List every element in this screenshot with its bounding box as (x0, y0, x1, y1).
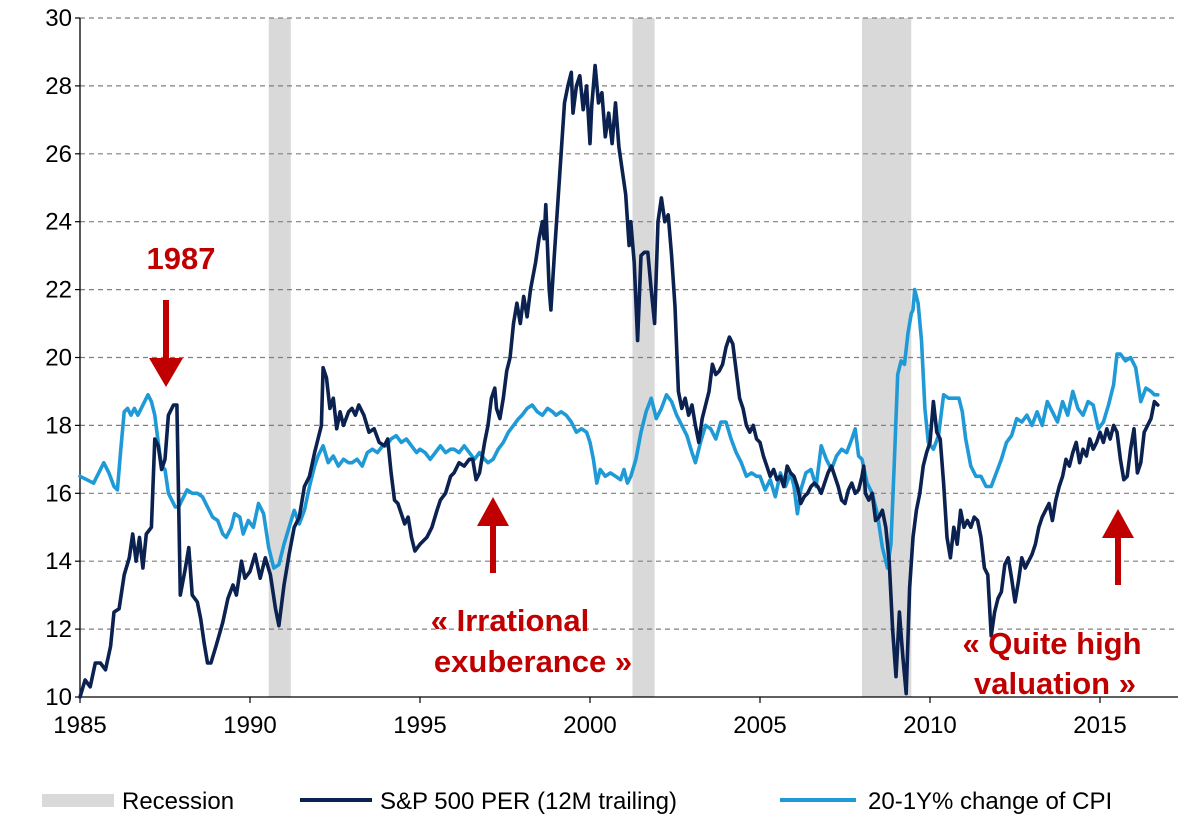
legend-swatch-recession (42, 794, 114, 807)
series-lines (78, 63, 1160, 699)
x-tick-label-1995: 1995 (393, 712, 446, 739)
series-line-cpi-change (78, 287, 1160, 570)
x-tick-labels: 1985 1990 1995 2000 2005 2010 2015 (53, 697, 1127, 739)
y-tick-label-30: 30 (45, 5, 72, 32)
annotation-1987-label: 1987 (147, 241, 216, 276)
legend-label-per: S&P 500 PER (12M trailing) (380, 788, 677, 815)
up-arrow-icon (1102, 509, 1134, 585)
annotation-quite-high-label-line2: valuation » (974, 666, 1136, 701)
annotation-quite-high-label-line1: « Quite high (962, 626, 1141, 661)
legend: Recession S&P 500 PER (12M trailing) 20-… (42, 788, 1112, 815)
legend-label-cpi: 20-1Y% change of CPI (868, 788, 1112, 815)
recession-2001 (632, 18, 655, 697)
y-tick-label-24: 24 (45, 209, 72, 236)
recession-bands (268, 18, 912, 697)
x-tick-label-1990: 1990 (223, 712, 276, 739)
x-tick-label-2015: 2015 (1073, 712, 1126, 739)
y-tick-label-12: 12 (45, 616, 72, 643)
annotation-quite-high-valuation: « Quite high valuation » (962, 509, 1142, 701)
y-tick-label-22: 22 (45, 277, 72, 304)
annotation-irrational-label-line1: « Irrational (431, 603, 590, 638)
grid-lines (80, 17, 1178, 630)
y-tick-label-14: 14 (45, 548, 72, 575)
annotation-1987: 1987 (147, 241, 216, 387)
x-tick-label-2005: 2005 (733, 712, 786, 739)
y-tick-label-28: 28 (45, 73, 72, 100)
y-tick-label-18: 18 (45, 412, 72, 439)
y-tick-label-10: 10 (45, 684, 72, 711)
y-tick-label-16: 16 (45, 480, 72, 507)
x-tick-label-2000: 2000 (563, 712, 616, 739)
y-tick-labels: 10 12 14 16 18 20 22 24 26 28 30 (45, 5, 80, 711)
x-tick-label-2010: 2010 (903, 712, 956, 739)
up-arrow-icon (477, 497, 509, 573)
annotation-irrational-exuberance: « Irrational exuberance » (431, 497, 632, 679)
series-line-sp500-per (78, 63, 1160, 699)
down-arrow-icon (149, 300, 183, 387)
legend-label-recession: Recession (122, 788, 234, 815)
y-tick-label-20: 20 (45, 345, 72, 372)
x-tick-label-1985: 1985 (53, 712, 106, 739)
annotation-irrational-label-line2: exuberance » (434, 644, 632, 679)
y-tick-label-26: 26 (45, 141, 72, 168)
